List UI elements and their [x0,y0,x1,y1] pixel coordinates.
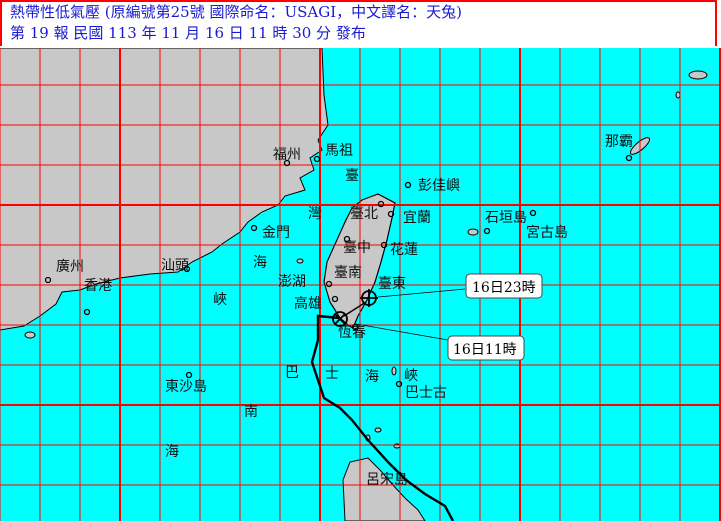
label-tainan: 臺南 [334,265,362,281]
label-strait-4: 峽 [213,292,227,308]
label-strait-2: 灣 [308,206,322,222]
label-mazu: 馬祖 [325,143,353,159]
label-ishigaki: 石垣島 [485,210,527,226]
label-strait-3: 海 [253,255,267,271]
label-strait-1: 臺 [345,168,359,184]
label-basco: 巴士古 [405,385,447,401]
forecast-time-callout: 16日23時 [465,273,543,299]
label-pengjia: 彭佳嶼 [418,178,460,194]
label-bashi-2: 士 [325,366,339,382]
past-track-line [310,314,455,521]
storm-title: 熱帶性低氣壓 (原編號第25號 國際命名：USAGI，中文譯名：天兔) [10,3,462,21]
city-markers [44,154,633,388]
label-bashi-1: 巴 [285,365,299,381]
current-leader-line [355,323,449,341]
label-hongkong: 香港 [84,278,112,294]
label-shantou: 汕頭 [161,258,189,274]
forecast-time-label: 16日23時 [472,280,536,296]
issue-time: 第 19 報 民國 113 年 11 月 16 日 11 時 30 分 發布 [10,24,366,42]
label-southsea-2: 海 [165,444,179,460]
label-bashi-3: 海 [365,369,379,385]
label-taitung: 臺東 [378,276,406,292]
label-dongsha: 東沙島 [165,379,207,395]
label-taipei: 臺北 [350,206,378,222]
land-luzon [342,457,426,521]
label-penghu: 澎湖 [278,274,306,290]
label-fuzhou: 福州 [273,147,301,163]
label-yilan: 宜蘭 [403,210,431,226]
current-time-label: 16日11時 [453,342,517,358]
bulletin-header: 熱帶性低氣壓 (原編號第25號 國際命名：USAGI，中文譯名：天兔) 第 19… [0,0,717,46]
map-canvas: 福州 馬祖 彭佳嶼 臺北 宜蘭 金門 臺中 花蓮 臺南 澎湖 臺東 高雄 恆春 … [0,48,721,521]
current-time-callout: 16日11時 [447,335,525,361]
place-labels: 福州 馬祖 彭佳嶼 臺北 宜蘭 金門 臺中 花蓮 臺南 澎湖 臺東 高雄 恆春 … [56,134,633,488]
label-kaohsiung: 高雄 [294,295,322,312]
forecast-track-line [343,301,367,317]
forecast-leader-line [377,288,466,298]
label-guangzhou: 廣州 [56,258,84,275]
label-bashi-4: 峽 [404,368,418,384]
label-hengchun: 恆春 [338,325,366,341]
label-southsea-1: 南 [244,404,258,420]
label-luzon: 呂宋島 [366,472,408,488]
label-hualien: 花蓮 [390,242,418,258]
label-miyako: 宮古島 [526,225,568,241]
circle-plus-icon [360,289,378,307]
label-taichung: 臺中 [343,240,371,256]
label-naha: 那霸 [605,134,633,150]
label-kinmen: 金門 [262,225,290,241]
islands [24,70,708,449]
circle-x-icon [332,311,348,327]
